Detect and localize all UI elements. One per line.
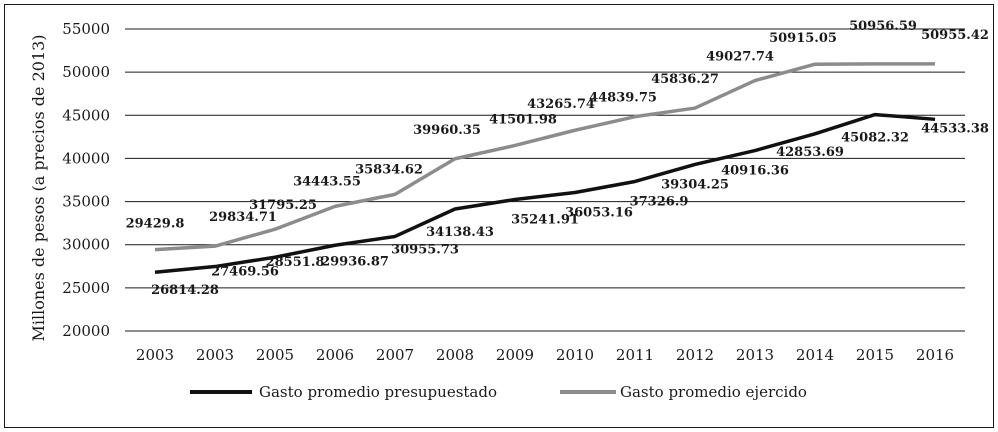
x-tick-label: 2006: [316, 346, 354, 364]
data-label: 49027.74: [706, 50, 774, 65]
data-label: 36053.16: [565, 205, 633, 220]
data-label: 29429.8: [126, 217, 185, 232]
data-label: 50956.59: [849, 19, 917, 34]
series-lines: [154, 62, 936, 274]
gridlines: [125, 28, 965, 332]
y-tick-label: 25000: [62, 279, 110, 297]
data-label: 34443.55: [293, 174, 361, 189]
data-label: 27469.56: [211, 265, 279, 280]
y-tick-label: 30000: [62, 236, 110, 254]
x-tick-label: 2003: [196, 346, 234, 364]
x-tick-label: 2008: [436, 346, 474, 364]
data-label: 40916.36: [721, 164, 789, 179]
x-tick-label: 2005: [256, 346, 294, 364]
data-label: 39304.25: [661, 177, 729, 192]
x-tick-label: 2015: [856, 346, 894, 364]
y-tick-label: 55000: [62, 20, 110, 38]
data-label: 35241.91: [511, 212, 579, 227]
legend: Gasto promedio presupuestado Gasto prome…: [190, 383, 807, 401]
x-tick-label: 2011: [616, 346, 654, 364]
x-tick-label: 2003: [136, 346, 174, 364]
x-tick-label: 2007: [376, 346, 414, 364]
x-tick-label: 2014: [796, 346, 834, 364]
x-tick-label: 2009: [496, 346, 534, 364]
data-label: 42853.69: [776, 145, 844, 160]
data-label: 44533.38: [921, 121, 989, 136]
y-tick-label: 35000: [62, 193, 110, 211]
y-tick-label: 50000: [62, 63, 110, 81]
data-label: 44839.75: [589, 91, 657, 106]
legend-label-ejercido: Gasto promedio ejercido: [620, 383, 807, 401]
data-label: 31795.25: [249, 198, 317, 213]
data-label: 39960.35: [413, 123, 481, 138]
data-label: 30955.73: [391, 242, 459, 257]
y-tick-label: 20000: [62, 322, 110, 340]
x-tick-label: 2016: [916, 346, 954, 364]
y-tick-label: 45000: [62, 106, 110, 124]
x-tick-label: 2012: [676, 346, 714, 364]
x-tick-label: 2013: [736, 346, 774, 364]
data-label: 50915.05: [769, 31, 837, 46]
data-label: 37326.9: [630, 194, 689, 209]
series-line-ejercido: [154, 62, 936, 252]
data-label: 28551.8: [266, 255, 325, 270]
y-axis-label: Millones de pesos (a precios de 2013): [29, 34, 48, 341]
data-label: 41501.98: [489, 112, 557, 127]
data-label: 45082.32: [841, 131, 909, 146]
data-label: 43265.74: [527, 97, 595, 112]
y-tick-label: 40000: [62, 149, 110, 167]
data-label: 35834.62: [355, 162, 423, 177]
data-label: 26814.28: [151, 283, 219, 298]
x-tick-label: 2010: [556, 346, 594, 364]
y-tick-labels: 20000 25000 30000 35000 40000 45000 50000 55000: [62, 20, 110, 340]
chart-frame: [4, 4, 994, 428]
data-label: 34138.43: [426, 225, 494, 240]
legend-label-presupuestado: Gasto promedio presupuestado: [259, 383, 497, 401]
data-label: 29834.71: [209, 210, 277, 225]
data-label: 29936.87: [321, 254, 389, 269]
data-label: 50955.42: [921, 28, 989, 43]
x-tick-labels: 2003 2003 2005 2006 2007 2008 2009 2010 2011 2012…: [136, 346, 954, 364]
data-label: 45836.27: [651, 72, 719, 87]
series-line-presupuestado: [154, 112, 936, 274]
